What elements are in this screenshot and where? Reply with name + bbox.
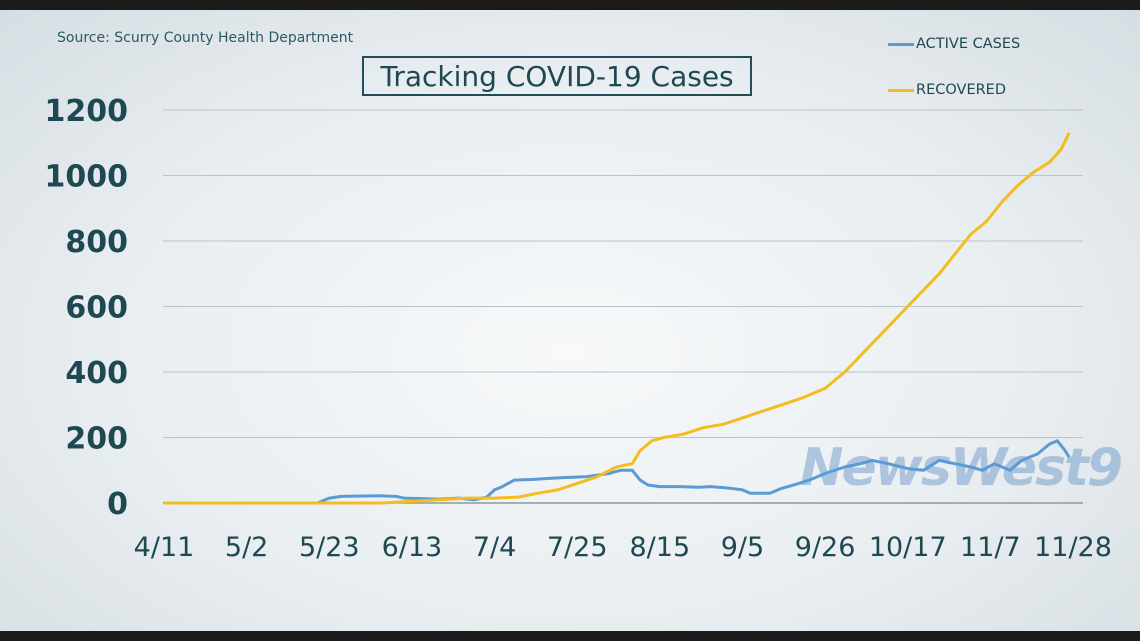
x-tick-label: 11/7 <box>960 532 1021 563</box>
series-line-recovered <box>164 132 1071 505</box>
x-tick-label: 6/13 <box>382 532 443 563</box>
legend-label-recovered: RECOVERED <box>916 82 1007 98</box>
y-tick-label: 0 <box>107 487 128 522</box>
x-tick-label: 7/4 <box>473 532 516 563</box>
x-tick-label: 9/26 <box>795 532 856 563</box>
chart-title: Tracking COVID-19 Cases <box>362 56 752 96</box>
legend-swatch-recovered <box>888 88 914 92</box>
newswest-logo: NewsWest9 <box>800 438 1123 498</box>
chart-frame: Source: Scurry County Health Department … <box>0 10 1140 631</box>
x-tick-label: 10/17 <box>869 532 947 563</box>
source-note: Source: Scurry County Health Department <box>57 30 354 46</box>
legend-swatch-active <box>888 42 914 46</box>
x-tick-label: 9/5 <box>721 532 764 563</box>
legend-item-active: ACTIVE CASES <box>888 36 1020 52</box>
legend-item-recovered: RECOVERED <box>888 82 1006 98</box>
x-tick-label: 4/11 <box>134 532 195 563</box>
y-tick-label: 600 <box>65 291 128 326</box>
y-tick-label: 200 <box>65 422 128 457</box>
legend-label-active: ACTIVE CASES <box>916 36 1021 52</box>
chart-plot: 0 200 400 600 800 1000 1200 4/11 5/2 5/23 6/13 7/4 7… <box>45 94 1112 563</box>
x-tick-label: 5/23 <box>299 532 360 563</box>
y-tick-label: 1200 <box>45 94 129 129</box>
x-tick-label: 5/2 <box>225 532 268 563</box>
y-tick-label: 400 <box>65 356 128 391</box>
y-tick-label: 800 <box>65 225 128 260</box>
series-line-active-cases <box>164 439 1071 505</box>
x-tick-label: 7/25 <box>547 532 608 563</box>
x-tick-label: 8/15 <box>629 532 690 563</box>
y-tick-label: 1000 <box>45 160 129 195</box>
x-tick-label: 11/28 <box>1034 532 1112 563</box>
